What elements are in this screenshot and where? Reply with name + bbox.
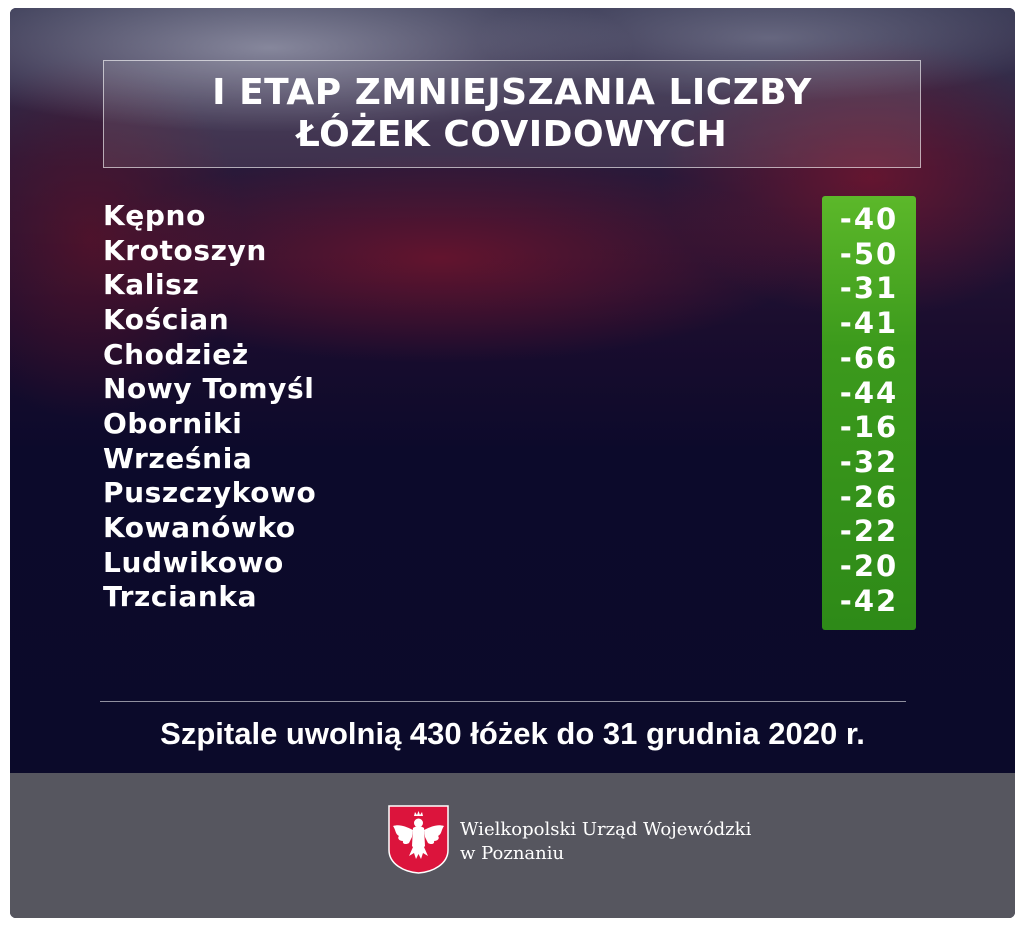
hospital-row: Kowanówko xyxy=(103,510,915,545)
city-name: Oborniki xyxy=(103,406,243,440)
title-box: I ETAP ZMNIEJSZANIA LICZBY ŁÓŻEK COVIDOW… xyxy=(103,60,921,168)
bed-reduction-value: -41 xyxy=(839,306,899,341)
bed-reduction-value: -31 xyxy=(839,271,899,306)
city-name: Kępno xyxy=(103,198,206,232)
polish-eagle-emblem-icon xyxy=(388,805,449,874)
hospital-row: Kępno xyxy=(103,198,915,233)
title-line-2: ŁÓŻEK COVIDOWYCH xyxy=(296,114,728,155)
hospital-row: Września xyxy=(103,441,915,476)
hospital-row: Oborniki xyxy=(103,406,915,441)
hospital-list: Kępno Krotoszyn Kalisz Kościan Chodzież Nowy … xyxy=(103,198,915,614)
city-name: Nowy Tomyśl xyxy=(103,372,315,406)
city-name: Chodzież xyxy=(103,337,249,371)
divider xyxy=(100,701,906,702)
bed-reduction-value: -40 xyxy=(839,202,899,236)
infographic-card: I ETAP ZMNIEJSZANIA LICZBY ŁÓŻEK COVIDOW… xyxy=(10,8,1015,918)
city-name: Kalisz xyxy=(103,268,200,302)
city-name: Kościan xyxy=(103,302,230,336)
bed-reduction-value: -44 xyxy=(839,375,899,410)
values-column: -40 -50 -31 -41 -66 -44 -16 -32 -26 -22 -20 -42 xyxy=(822,196,916,630)
hospital-row: Kościan xyxy=(103,302,915,337)
footer xyxy=(10,773,1015,918)
bed-reduction-value: -22 xyxy=(839,514,899,549)
city-name: Trzcianka xyxy=(103,580,258,614)
bed-reduction-value: -50 xyxy=(839,236,899,271)
city-name: Września xyxy=(103,441,253,475)
hospital-row: Ludwikowo xyxy=(103,545,915,580)
bed-reduction-value: -32 xyxy=(839,444,899,479)
city-name: Puszczykowo xyxy=(103,476,317,510)
hospital-row: Nowy Tomyśl xyxy=(103,371,915,406)
office-name-line-2: w Poznaniu xyxy=(460,843,565,864)
city-name: Kowanówko xyxy=(103,511,296,545)
hospital-row: Kalisz xyxy=(103,267,915,302)
bed-reduction-value: -26 xyxy=(839,479,899,514)
hospital-row: Trzcianka xyxy=(103,580,915,615)
hospital-row: Krotoszyn xyxy=(103,233,915,268)
title-line-1: I ETAP ZMNIEJSZANIA LICZBY xyxy=(212,72,812,113)
bed-reduction-value: -42 xyxy=(839,583,899,618)
hospital-row: Puszczykowo xyxy=(103,476,915,511)
bed-reduction-value: -16 xyxy=(839,410,899,445)
bed-reduction-value: -20 xyxy=(839,549,899,583)
office-name-line-1: Wielkopolski Urząd Wojewódzki xyxy=(460,819,752,840)
city-name: Ludwikowo xyxy=(103,545,284,579)
summary-text: Szpitale uwolnią 430 łóżek do 31 grudnia… xyxy=(160,716,865,751)
city-name: Krotoszyn xyxy=(103,233,267,267)
office-name: Wielkopolski Urząd Wojewódzki w Poznaniu xyxy=(460,818,751,866)
bed-reduction-value: -66 xyxy=(839,340,899,375)
hospital-row: Chodzież xyxy=(103,337,915,372)
